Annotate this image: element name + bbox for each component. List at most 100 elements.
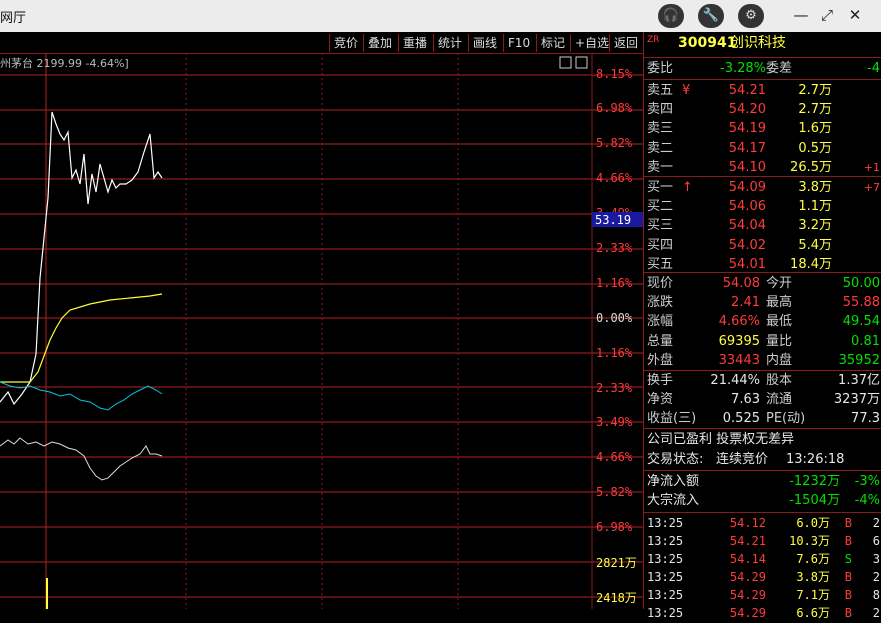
weicha-value: -4 <box>867 61 880 76</box>
flow-value: -1504万 <box>789 493 840 509</box>
tick-time: 13:25 <box>647 552 684 566</box>
asks-price: 54.10 <box>728 159 766 175</box>
status-label: 交易状态: <box>647 452 704 467</box>
tick-side: B <box>844 516 852 530</box>
price-tick: 6.98% <box>596 101 633 115</box>
fund-label: 净资 <box>647 392 674 408</box>
tick-volume: 7.1万 <box>796 588 830 602</box>
asks-row: 卖四 54.20 2.7万 <box>644 100 881 119</box>
price-axis-labels: 8.15% 6.98% 5.82% 4.66% 3.49% 2.33% 1.16… <box>596 67 637 605</box>
wrench-icon[interactable]: 🔧 <box>698 4 724 28</box>
toolbar-f10[interactable]: F10 <box>503 34 534 52</box>
asks-row: 卖三 54.19 1.6万 <box>644 119 881 138</box>
fund-value: 7.63 <box>731 392 760 408</box>
price-tick: 1.16% <box>596 276 633 290</box>
quote-value: 33443 <box>718 352 760 368</box>
maximize-button[interactable]: ⤢ <box>820 6 833 24</box>
bids-label: 买五 <box>647 256 674 272</box>
bids-volume: 3.2万 <box>798 218 832 234</box>
quote-label: 最高 <box>766 295 793 311</box>
tick-side: S <box>844 552 852 566</box>
bids-label: 买三 <box>647 218 674 234</box>
fund-value: 3237万 <box>833 392 880 408</box>
tick-volume: 6.6万 <box>796 606 830 620</box>
fund-value: 21.44% <box>710 373 760 388</box>
toolbar-back[interactable]: 返回 <box>609 34 642 52</box>
asks-label: 卖一 <box>647 159 674 175</box>
minimize-button[interactable]: — <box>793 6 809 24</box>
title-bar: 网厅 🎧 🔧 ⚙ — ⤢ ✕ <box>0 0 881 32</box>
asks-volume: 26.5万 <box>790 159 832 175</box>
bids-volume: 18.4万 <box>790 256 832 272</box>
price-tick: 1.16% <box>596 346 633 360</box>
asks-label: 卖二 <box>647 140 674 156</box>
headset-icon[interactable]: 🎧 <box>658 4 684 28</box>
price-line <box>0 111 163 406</box>
bids-price: 54.06 <box>728 199 766 215</box>
tick-side: B <box>844 606 852 620</box>
intraday-chart[interactable]: 州茅台 2199.99 -4.64%] 8.15% 6.98% 5.82% 4.… <box>0 53 643 609</box>
weicha-label: 委差 <box>766 61 793 76</box>
price-tick: 8.15% <box>596 67 633 81</box>
quote-value: 2.41 <box>731 295 760 311</box>
close-button[interactable]: ✕ <box>848 6 862 24</box>
quote-label: 涨幅 <box>647 314 674 330</box>
price-tick: 3.49% <box>596 415 633 429</box>
fund-label: 流通 <box>766 392 793 408</box>
fund-row: 换手 21.44% 股本 1.37亿 <box>644 371 881 390</box>
settings-small-icon[interactable] <box>575 56 588 69</box>
fund-label: 收益(三) <box>647 411 697 427</box>
tick-time: 13:25 <box>647 570 684 584</box>
price-tick: 2.33% <box>596 241 633 255</box>
bids-label: 买一 <box>647 180 674 195</box>
bids-label: 买四 <box>647 237 674 253</box>
index-line-cyan <box>0 381 163 411</box>
toolbar-auction[interactable]: 竞价 <box>329 34 362 52</box>
toolbar-overlay[interactable]: 叠加 <box>363 34 396 52</box>
average-line <box>0 293 163 383</box>
tick-row: 13:25 54.12 6.0万 B 2 <box>644 514 881 533</box>
price-tick: 5.82% <box>596 485 633 499</box>
quote-label: 现价 <box>647 276 674 291</box>
toolbar-mark[interactable]: 标记 <box>536 34 569 52</box>
bids-volume: 3.8万 <box>798 180 832 195</box>
quote-label: 总量 <box>647 333 674 349</box>
notice-row: 公司已盈利 投票权无差异 <box>644 430 881 449</box>
tick-volume: 6.0万 <box>796 516 830 530</box>
toolbar-add-watch[interactable]: +自选 <box>570 34 613 52</box>
tick-volume: 7.6万 <box>796 552 830 566</box>
weibi-value: -3.28% <box>720 61 766 76</box>
expand-icon[interactable] <box>559 56 572 69</box>
price-tick: 5.82% <box>596 136 633 150</box>
bids-price: 54.01 <box>728 256 766 272</box>
tick-side: B <box>844 534 852 548</box>
toolbar-draw[interactable]: 画线 <box>468 34 501 52</box>
tick-price: 54.12 <box>729 516 766 530</box>
tick-side: B <box>844 588 852 602</box>
stock-name: 创识科技 <box>730 35 786 51</box>
flow-value: -1232万 <box>789 474 840 489</box>
fund-value: 77.3 <box>851 411 880 427</box>
quote-row: 现价 54.08 今开 50.00 <box>644 274 881 293</box>
fund-value: 1.37亿 <box>838 373 880 388</box>
quote-label: 外盘 <box>647 352 674 368</box>
volume-tick: 2821万 <box>596 556 637 570</box>
quote-value: 69395 <box>718 333 760 349</box>
tick-time: 13:25 <box>647 516 684 530</box>
asks-volume: 1.6万 <box>798 121 832 137</box>
toolbar-replay[interactable]: 重播 <box>398 34 431 52</box>
tick-count: 2 <box>872 606 880 620</box>
stock-code: 300941 <box>678 35 737 51</box>
bids-price: 54.04 <box>728 218 766 234</box>
bids-label: 买二 <box>647 199 674 215</box>
asks-label: 卖三 <box>647 121 674 137</box>
gear-icon[interactable]: ⚙ <box>738 4 764 28</box>
price-tick: 0.00% <box>596 311 633 325</box>
cursor-price-box <box>592 212 643 227</box>
tick-volume: 10.3万 <box>789 534 830 548</box>
flow-label: 净流入额 <box>647 474 700 489</box>
toolbar-stats[interactable]: 统计 <box>433 34 466 52</box>
asks-volume: 2.7万 <box>798 102 832 118</box>
bids-mark: ↑ <box>682 180 693 195</box>
tick-count: 2 <box>872 570 880 584</box>
